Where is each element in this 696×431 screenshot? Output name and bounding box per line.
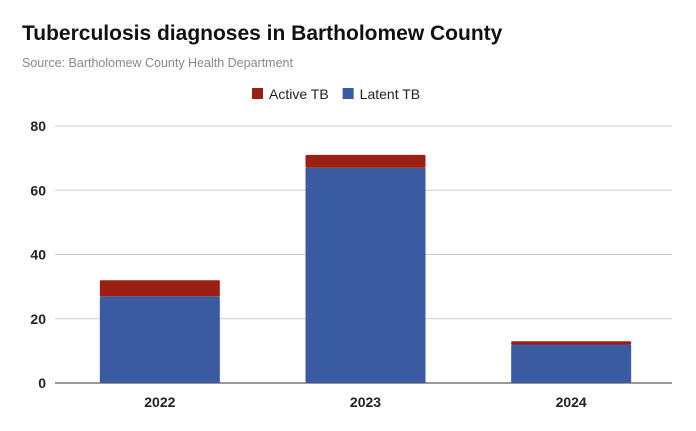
chart-subtitle: Source: Bartholomew County Health Depart…: [22, 56, 293, 70]
y-tick-label: 20: [30, 311, 46, 327]
x-tick-label: 2024: [556, 394, 587, 410]
chart-title: Tuberculosis diagnoses in Bartholomew Co…: [22, 22, 503, 45]
bar-active-tb: [305, 154, 426, 168]
bar-active-tb: [511, 341, 632, 345]
bar-latent-tb: [305, 167, 426, 383]
y-tick-label: 0: [38, 375, 46, 391]
legend-label: Latent TB: [360, 86, 420, 102]
legend-label: Active TB: [269, 86, 329, 102]
bar-active-tb: [99, 280, 220, 297]
bar-latent-tb: [511, 344, 632, 383]
legend-swatch: [252, 88, 263, 99]
legend-swatch: [342, 88, 354, 99]
x-tick-label: 2023: [350, 394, 381, 410]
x-tick-label: 2022: [144, 394, 175, 410]
y-tick-label: 40: [30, 247, 46, 263]
bar-latent-tb: [99, 296, 220, 383]
y-tick-label: 60: [30, 182, 46, 198]
y-tick-label: 80: [30, 118, 46, 134]
